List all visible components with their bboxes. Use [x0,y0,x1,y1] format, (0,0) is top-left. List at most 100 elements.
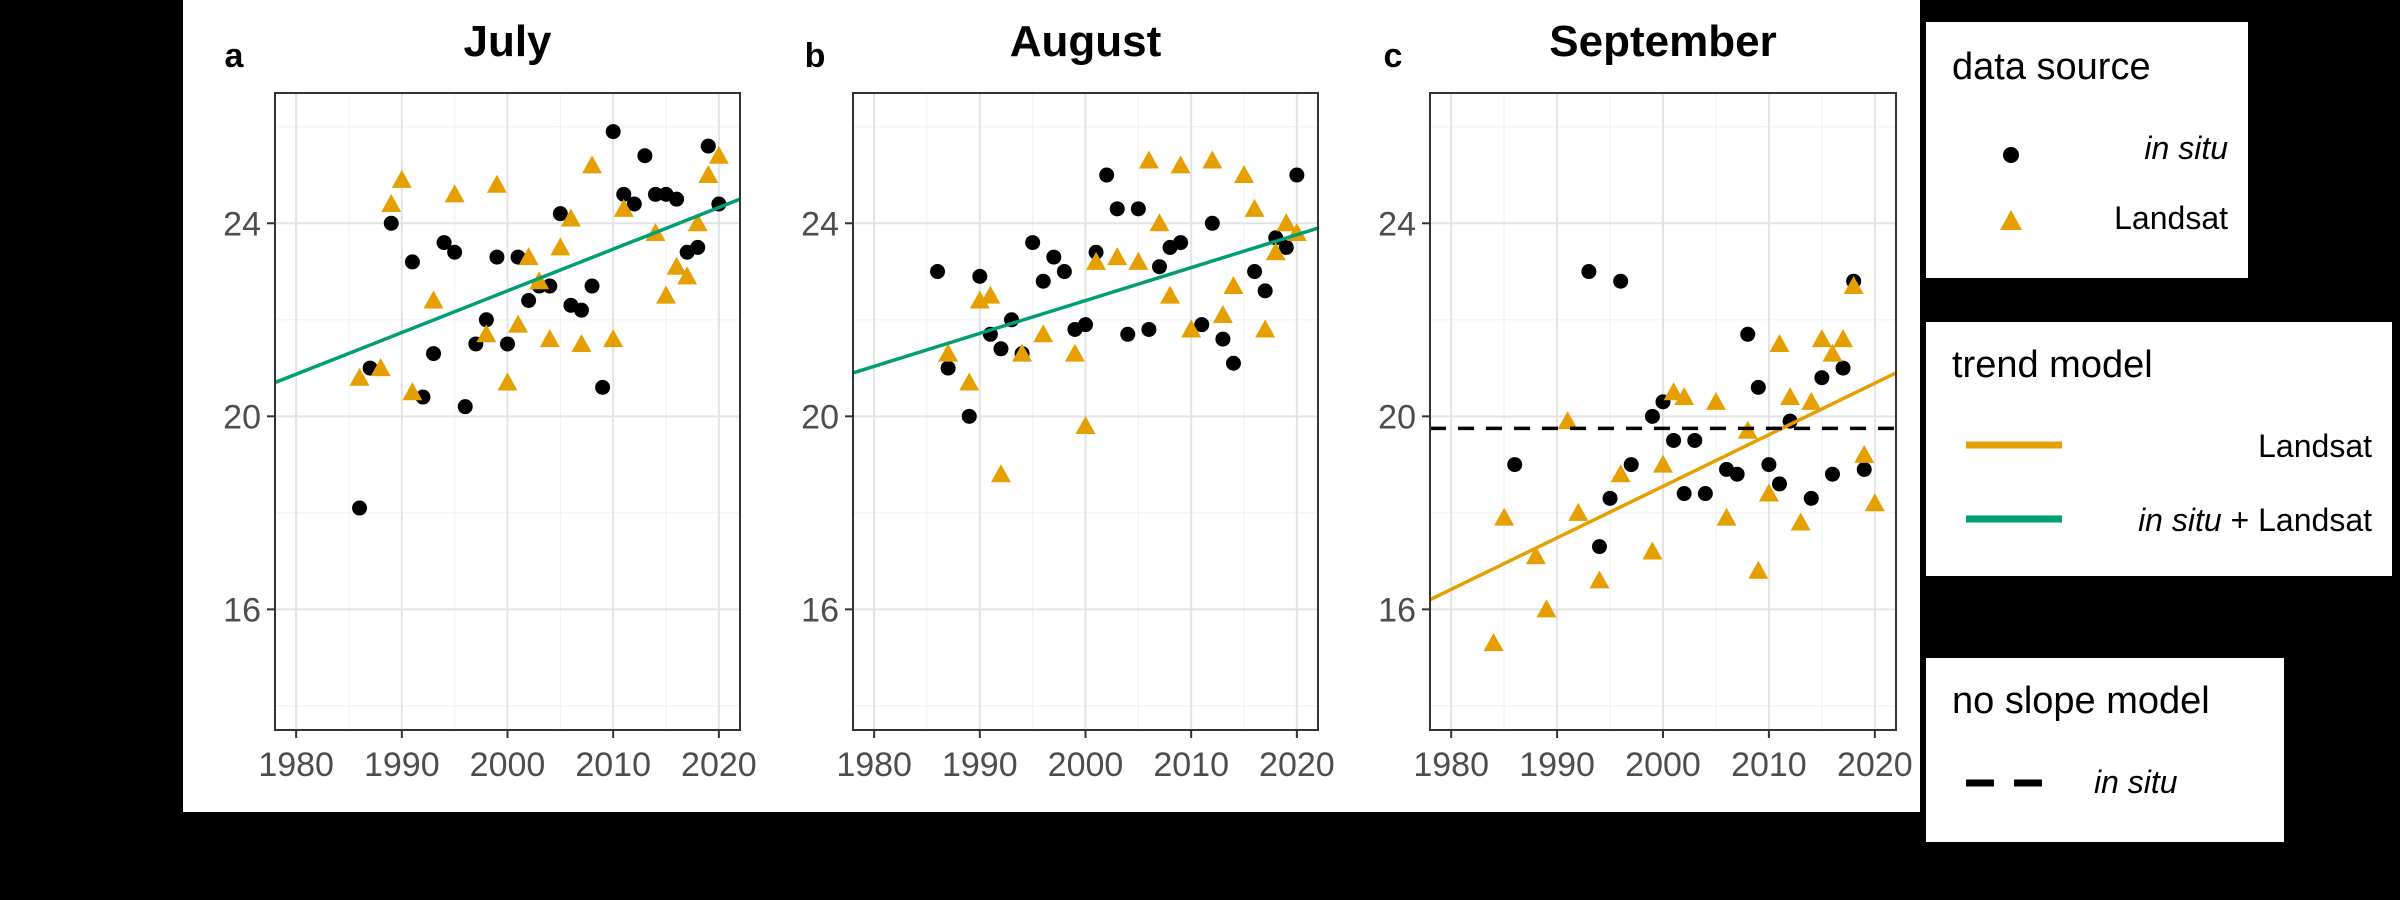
data-point-landsat [1811,329,1832,348]
data-point-insitu [690,239,706,255]
data-point-insitu [1099,167,1115,183]
data-point-landsat [1075,415,1096,434]
panel-title: August [1010,17,1162,66]
data-point-insitu [669,191,685,207]
x-tick-label: 1980 [258,746,334,784]
y-tick-label: 20 [1378,398,1416,436]
legend-key-line-landsat [1966,441,2062,449]
data-point-insitu [1289,167,1305,183]
legend-title: data source [1952,46,2151,88]
data-point-landsat [1780,387,1801,406]
data-point-insitu [426,346,442,362]
data-point-insitu [1824,466,1840,482]
x-tick-label: 2000 [1048,746,1124,784]
data-point-insitu [1278,239,1294,255]
data-point-insitu [500,336,515,352]
data-point-landsat [1833,329,1854,348]
data-point-insitu [404,254,420,270]
legend-label: in situ + Landsat [2138,502,2372,539]
data-point-landsat [1663,382,1684,401]
data-point-insitu [1141,321,1157,337]
x-tick-label: 2020 [1259,746,1335,784]
data-point-landsat [1525,546,1546,565]
data-point-landsat [1801,391,1822,410]
x-tick-label: 1980 [836,746,912,784]
data-point-insitu [552,206,568,222]
legend-trend-model: trend model Landsat in situ + Landsat [1926,322,2392,576]
data-point-landsat [708,145,729,164]
data-point-landsat [1064,343,1085,362]
data-point-insitu [447,244,463,260]
data-point-insitu [595,379,611,395]
data-point-landsat [497,372,518,391]
trend-line [274,197,741,385]
data-point-insitu [1151,259,1167,275]
data-point-insitu [700,138,716,154]
data-point-landsat [1223,276,1244,295]
data-point-landsat [1160,285,1181,304]
data-point-landsat [1854,444,1875,463]
x-tick-label: 1990 [1519,746,1595,784]
data-point-landsat [1212,304,1233,323]
data-point-insitu [1814,370,1830,386]
data-point-landsat [1012,343,1033,362]
legend-title: trend model [1952,344,2153,386]
data-point-insitu [1644,408,1660,424]
data-point-landsat [1202,150,1223,169]
y-tick-label: 24 [801,205,839,243]
data-point-landsat [1494,507,1515,526]
data-point-insitu [489,249,505,265]
data-point-landsat [1748,560,1769,579]
data-point-landsat [959,372,980,391]
data-point-insitu [1035,273,1051,289]
x-tick-label: 1980 [1413,746,1489,784]
data-point-landsat [560,208,581,227]
x-tick-label: 2010 [575,746,651,784]
data-point-insitu [521,293,537,309]
panel-tag: a [225,37,245,75]
data-point-landsat [698,165,719,184]
data-point-landsat [1149,213,1170,232]
x-tick-label: 2000 [1625,746,1701,784]
legend-no-slope-model: no slope model in situ [1926,658,2284,842]
data-point-insitu [940,360,956,376]
y-tick-label: 16 [223,591,261,629]
data-point-landsat [1822,343,1843,362]
data-point-insitu [1257,283,1273,299]
data-point-landsat [1589,570,1610,589]
data-point-insitu [1687,432,1703,448]
data-point-insitu [1623,457,1639,473]
data-point-landsat [938,343,959,362]
data-point-landsat [349,367,370,386]
data-point-landsat [677,266,698,285]
data-point-landsat [603,329,624,348]
data-point-landsat [1790,512,1811,531]
data-point-landsat [582,155,603,174]
data-point-landsat [444,184,465,203]
data-point-insitu [1676,486,1692,502]
legend-key-line-combined [1966,515,2062,523]
data-point-insitu [1130,201,1146,217]
data-point-insitu [1602,490,1618,506]
data-point-insitu [1697,486,1713,502]
data-point-landsat [402,382,423,401]
data-point-landsat [1610,464,1631,483]
data-point-landsat [381,193,402,212]
panel-title: September [1549,17,1776,66]
data-point-landsat [1653,454,1673,473]
trend-line [1429,371,1897,602]
x-tick-label: 2000 [470,746,546,784]
data-point-landsat [1674,387,1695,406]
data-point-landsat [486,174,507,193]
data-point-insitu [1507,457,1523,473]
panel-tag: b [805,37,826,75]
data-point-insitu [1194,317,1210,333]
data-point-landsat [423,290,444,309]
data-point-insitu [1025,235,1041,251]
data-point-insitu [1204,215,1220,231]
data-point-landsat [518,247,539,266]
data-point-insitu [1078,317,1093,333]
data-point-landsat [1138,150,1159,169]
data-point-insitu [1120,326,1136,342]
